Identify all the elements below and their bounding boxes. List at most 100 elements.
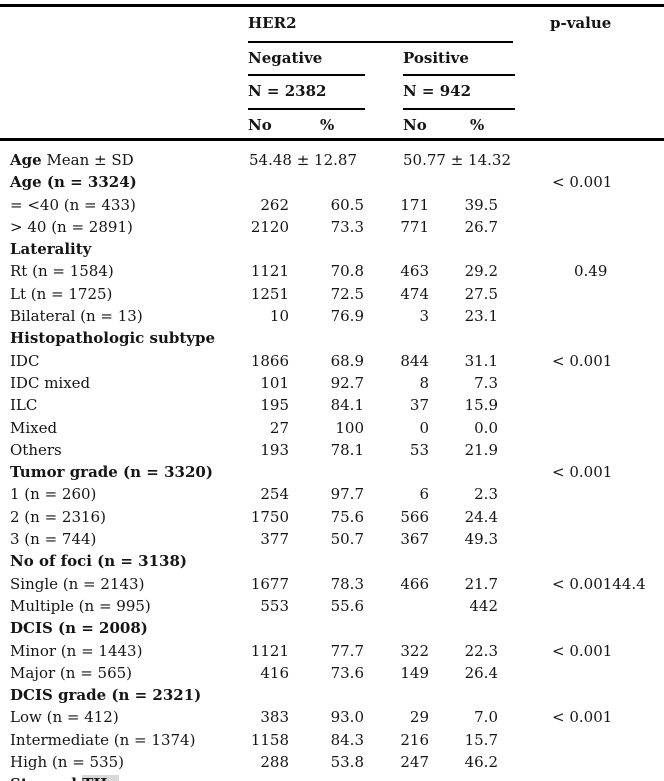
cell-negative-no: 383: [260, 708, 289, 727]
table-row: Bilateral (n = 13) 10 76.9 3 23.1: [0, 305, 664, 327]
row-label: ILC: [10, 396, 38, 415]
cell-positive-percent: 21.9: [464, 440, 498, 459]
cell-positive-no: 566: [400, 507, 429, 526]
cell-positive-percent: 26.7: [464, 217, 498, 236]
table-section-row: Stromal TILs: [0, 773, 664, 781]
positive-group-header: Positive: [403, 49, 469, 67]
row-label: > 40 (n = 2891): [10, 217, 133, 236]
table-row: ILC 195 84.1 37 15.9: [0, 394, 664, 416]
header-bottom-rule: [0, 138, 664, 141]
cell-positive-no: 367: [400, 530, 429, 549]
cell-p-value: < 0.001: [552, 463, 613, 482]
cell-negative-percent: 75.6: [330, 507, 364, 526]
cell-negative-no: 1121: [250, 262, 289, 281]
cell-positive-percent: 15.7: [464, 730, 498, 749]
cell-p-value: < 0.001: [552, 641, 613, 660]
positive-group-rule: [403, 74, 515, 76]
cell-negative-no: 195: [260, 396, 289, 415]
negative-n-header: N = 2382: [248, 82, 327, 100]
row-label: Mixed: [10, 418, 58, 437]
row-label: Stromal TILs: [10, 773, 240, 781]
row-label: No of foci (n = 3138): [10, 552, 187, 571]
cell-negative-percent: 93.0: [330, 708, 364, 727]
cell-negative-percent: 60.5: [330, 195, 364, 214]
row-label: Bilateral (n = 13): [10, 307, 143, 326]
cell-p-value: < 0.00144.4: [552, 574, 646, 593]
table-row: Lt (n = 1725) 1251 72.5 474 27.5: [0, 283, 664, 305]
cell-p-value: < 0.001: [552, 173, 613, 192]
table-section-row: Tumor grade (n = 3320) < 0.001: [0, 461, 664, 483]
cell-negative-percent: 70.8: [330, 262, 364, 281]
cell-positive-no: 474: [400, 284, 429, 303]
cell-negative-no: 377: [260, 530, 289, 549]
cell-negative-percent: 84.3: [330, 730, 364, 749]
row-label: Single (n = 2143): [10, 574, 145, 593]
table-row: 1 (n = 260) 254 97.7 6 2.3: [0, 483, 664, 505]
row-label: DCIS grade (n = 2321): [10, 686, 202, 705]
table-row: Low (n = 412) 383 93.0 29 7.0 < 0.001: [0, 706, 664, 728]
table-section-row: No of foci (n = 3138): [0, 550, 664, 572]
cell-positive-no: 771: [400, 217, 429, 236]
cell-negative-percent: 76.9: [330, 307, 364, 326]
cell-p-value: 0.49: [574, 262, 608, 281]
cell-negative-percent: 78.3: [330, 574, 364, 593]
cell-negative-percent: 100: [335, 418, 364, 437]
table-section-row: Histopathologic subtype: [0, 327, 664, 349]
row-label: Age Mean ± SD: [10, 151, 134, 169]
cell-positive-no: 466: [400, 574, 429, 593]
table-row: Single (n = 2143) 1677 78.3 466 21.7 < 0.0014…: [0, 573, 664, 595]
cell-positive-mean: 50.77 ± 14.32: [403, 151, 511, 169]
negative-no-column-header: No: [248, 116, 272, 134]
cell-p-value: < 0.001: [552, 351, 613, 370]
table-row: 2 (n = 2316) 1750 75.6 566 24.4: [0, 506, 664, 528]
cell-negative-percent: 73.3: [330, 217, 364, 236]
cell-positive-no: 149: [400, 663, 429, 682]
cell-positive-no: 8: [419, 373, 429, 392]
row-label: Multiple (n = 995): [10, 596, 151, 615]
cell-positive-no: 29: [409, 708, 429, 727]
cell-negative-no: 1121: [250, 641, 289, 660]
negative-group-rule: [248, 74, 365, 76]
cell-negative-percent: 73.6: [330, 663, 364, 682]
cell-negative-no: 193: [260, 440, 289, 459]
cell-p-value: < 0.001: [552, 708, 613, 727]
table-row: = <40 (n = 433) 262 60.5 171 39.5: [0, 194, 664, 216]
cell-negative-no: 101: [260, 373, 289, 392]
cell-positive-percent: 39.5: [464, 195, 498, 214]
table-row: Rt (n = 1584) 1121 70.8 463 29.2 0.49: [0, 260, 664, 282]
cell-negative-no: 254: [260, 485, 289, 504]
row-label: = <40 (n = 433): [10, 195, 136, 214]
cell-negative-no: 2120: [250, 217, 289, 236]
cell-negative-percent: 78.1: [330, 440, 364, 459]
cell-positive-percent: 22.3: [464, 641, 498, 660]
row-label: Lt (n = 1725): [10, 284, 113, 303]
table-row: Major (n = 565) 416 73.6 149 26.4: [0, 662, 664, 684]
table-row: Others 193 78.1 53 21.9: [0, 439, 664, 461]
cell-negative-percent: 55.6: [330, 596, 364, 615]
cell-positive-percent: 24.4: [464, 507, 498, 526]
cell-positive-no: 463: [400, 262, 429, 281]
table-row: IDC 1866 68.9 844 31.1 < 0.001: [0, 350, 664, 372]
table-row: IDC mixed 101 92.7 8 7.3: [0, 372, 664, 394]
cell-positive-percent: 49.3: [464, 530, 498, 549]
cell-positive-no: 3: [419, 307, 429, 326]
row-label: Rt (n = 1584): [10, 262, 114, 281]
cell-positive-no: 247: [400, 753, 429, 772]
cell-negative-no: 1677: [250, 574, 289, 593]
cell-negative-no: 553: [260, 596, 289, 615]
negative-group-header: Negative: [248, 49, 323, 67]
table-section-row: DCIS grade (n = 2321): [0, 684, 664, 706]
table-row: Minor (n = 1443) 1121 77.7 322 22.3 < 0.001: [0, 640, 664, 662]
cell-positive-percent: 2.3: [474, 485, 498, 504]
row-label: Low (n = 412): [10, 708, 119, 727]
cell-negative-percent: 84.1: [330, 396, 364, 415]
row-label: Age (n = 3324): [10, 173, 137, 192]
cell-negative-percent: 92.7: [330, 373, 364, 392]
cell-positive-percent: 442: [469, 596, 498, 615]
her2-group-rule: [248, 41, 513, 43]
row-label: Others: [10, 440, 62, 459]
row-label: DCIS (n = 2008): [10, 619, 148, 638]
positive-n-header: N = 942: [403, 82, 472, 100]
table-section-row: Age (n = 3324) < 0.001: [0, 171, 664, 193]
